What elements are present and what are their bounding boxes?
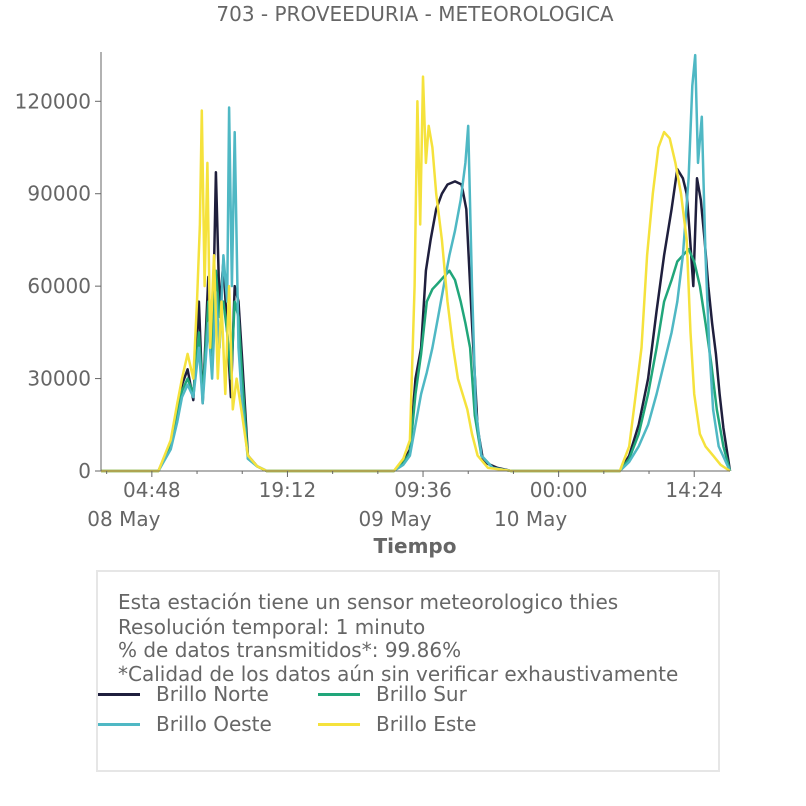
series-line-brillo-este — [101, 75, 731, 473]
y-ticks: 0 30000 60000 90000 120000 — [15, 89, 101, 483]
legend-item-brillo-norte: Brillo Norte — [98, 682, 269, 706]
legend-label: Brillo Oeste — [156, 712, 272, 736]
temporal-resolution-text: Resolución temporal: 1 minuto — [118, 615, 426, 639]
legend-label: Brillo Sur — [376, 682, 467, 706]
legend-item-brillo-oeste: Brillo Oeste — [98, 712, 272, 736]
legend-label: Brillo Este — [376, 712, 477, 736]
series-layer — [101, 53, 732, 473]
y-tick-label: 30000 — [27, 367, 91, 391]
y-tick-label: 60000 — [27, 274, 91, 298]
x-axis-label: Tiempo — [374, 534, 457, 558]
series-line-brillo-oeste — [101, 53, 732, 473]
solar-brightness-chart: 703 - PROVEEDURIA - METEOROLOGICA 0 30000… — [0, 2, 732, 558]
x-date-label: 08 May — [87, 507, 160, 531]
legend-label: Brillo Norte — [156, 682, 269, 706]
y-tick-label: 120000 — [15, 89, 91, 113]
y-tick-label: 90000 — [27, 182, 91, 206]
x-tick-label: 09:36 — [394, 478, 452, 502]
x-date-label: 09 May — [358, 507, 431, 531]
station-sensor-text: Esta estación tiene un sensor meteorolog… — [118, 590, 619, 614]
legend-swatch — [98, 692, 140, 696]
data-quality-note: *Calidad de los datos aún sin verificar … — [118, 662, 679, 686]
legend-swatch — [318, 722, 360, 726]
legend-item-brillo-este: Brillo Este — [318, 712, 476, 736]
y-tick-label: 0 — [78, 459, 91, 483]
info-box: Esta estación tiene un sensor meteorolog… — [96, 570, 720, 772]
x-tick-label: 00:00 — [530, 478, 588, 502]
x-ticks: 04:48 08 May 19:12 09:36 09 May 00:00 10 May 14… — [87, 471, 723, 531]
chart-title: 703 - PROVEEDURIA - METEOROLOGICA — [216, 2, 614, 26]
x-tick-label: 14:24 — [665, 478, 723, 502]
legend-item-brillo-sur: Brillo Sur — [318, 682, 467, 706]
transmitted-data-text: % de datos transmitidos*: 99.86% — [118, 638, 462, 662]
y-axis-label: Brillo Solar (klux) — [0, 162, 1, 359]
legend-swatch — [98, 722, 140, 726]
x-date-label: 10 May — [494, 507, 567, 531]
legend-swatch — [318, 692, 360, 696]
x-tick-label: 04:48 — [123, 478, 181, 502]
x-tick-label: 19:12 — [259, 478, 317, 502]
